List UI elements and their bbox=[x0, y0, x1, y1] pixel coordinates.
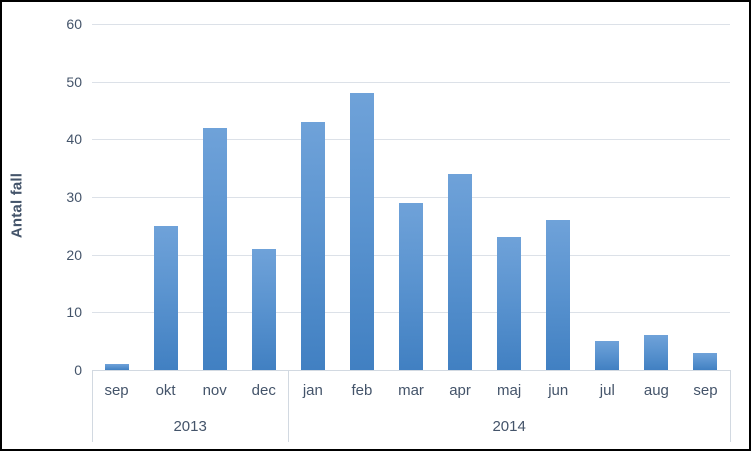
x-tick-label: feb bbox=[351, 382, 373, 399]
x-tick-label: jul bbox=[599, 382, 615, 399]
x-tick-label: okt bbox=[155, 382, 176, 399]
bar-feb-5 bbox=[349, 93, 374, 370]
y-tick-label: 30 bbox=[66, 189, 82, 205]
x-tick-label: sep bbox=[104, 382, 129, 399]
x-tick-label: nov bbox=[202, 382, 227, 399]
gridline bbox=[92, 24, 730, 25]
y-tick-label: 0 bbox=[74, 362, 82, 378]
x-tick-label: maj bbox=[497, 382, 522, 399]
bar-jun-9 bbox=[546, 220, 571, 370]
axis-separator bbox=[92, 370, 93, 442]
bar-apr-7 bbox=[448, 173, 473, 370]
y-tick-label: 60 bbox=[66, 16, 82, 32]
axis-separator bbox=[730, 370, 731, 442]
x-tick-label: mar bbox=[398, 382, 424, 399]
y-tick-label: 40 bbox=[66, 131, 82, 148]
y-tick-label: 20 bbox=[66, 246, 82, 263]
gridline bbox=[92, 197, 730, 198]
bar-nov-2 bbox=[202, 127, 227, 370]
axis-separator bbox=[288, 370, 290, 442]
bar-jul-10 bbox=[595, 341, 620, 370]
gridline bbox=[92, 139, 730, 141]
bar-jan-4 bbox=[300, 122, 325, 370]
x-tick-label: jan bbox=[302, 382, 323, 399]
bar-maj-8 bbox=[497, 237, 522, 370]
bar-sep-12 bbox=[693, 352, 718, 370]
x-axis-line bbox=[92, 370, 731, 371]
x-tick-label: apr bbox=[449, 382, 471, 399]
x-tick-label: dec bbox=[251, 382, 276, 399]
y-tick-label: 50 bbox=[66, 73, 82, 90]
year-label: 2014 bbox=[492, 418, 526, 435]
gridline bbox=[92, 81, 730, 83]
bar-aug-11 bbox=[644, 335, 669, 370]
plot-area bbox=[92, 24, 730, 370]
bar-dec-3 bbox=[251, 248, 276, 370]
x-tick-label: sep bbox=[693, 382, 718, 399]
x-tick-label: jun bbox=[548, 382, 569, 399]
year-label: 2013 bbox=[173, 418, 207, 435]
y-tick-label: 10 bbox=[66, 304, 82, 321]
bar-mar-6 bbox=[399, 202, 423, 370]
bar-okt-1 bbox=[153, 225, 178, 370]
x-tick-label: aug bbox=[643, 382, 669, 399]
bar-sep-0 bbox=[104, 364, 129, 370]
